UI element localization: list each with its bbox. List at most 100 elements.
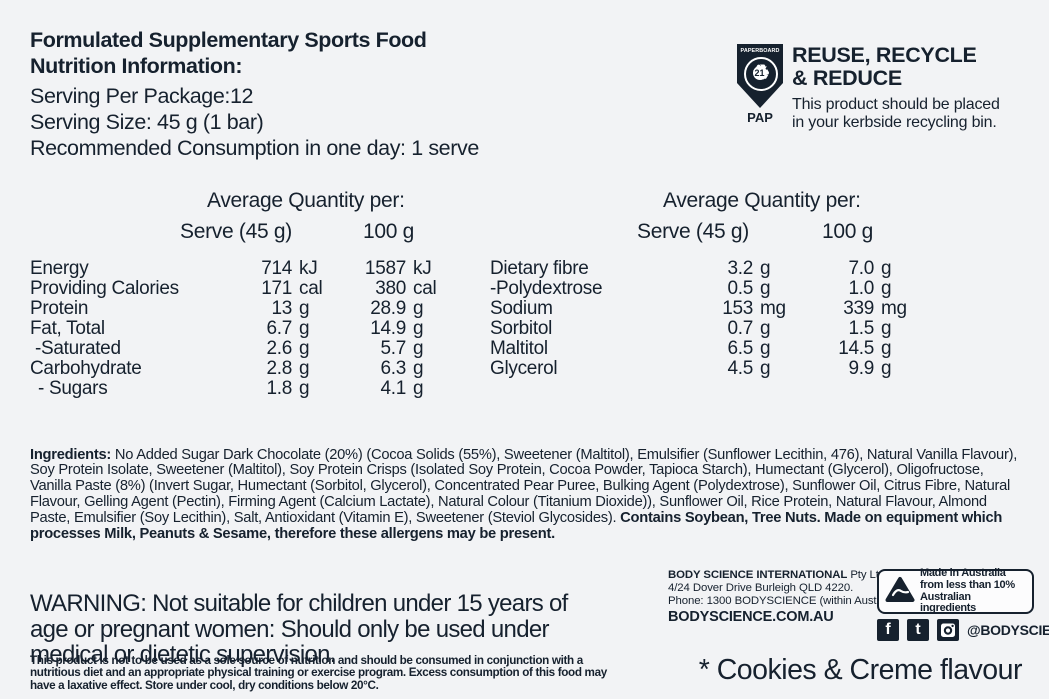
nutrient-name: Energy	[30, 258, 89, 279]
flavour-note: * Cookies & Creme flavour	[698, 654, 1023, 686]
nutrient-name: -Saturated	[35, 338, 121, 359]
per100-unit: g	[881, 318, 892, 339]
australian-made-text: Made in Australia from less than 10% Aus…	[920, 566, 1028, 615]
serve-value: 6.7	[266, 318, 292, 339]
serve-unit: g	[760, 278, 771, 299]
serve-unit: g	[299, 358, 310, 379]
per100-unit: g	[881, 258, 892, 279]
nutrient-name: Dietary fibre	[490, 258, 589, 279]
per100-value: 339	[843, 298, 874, 319]
per100-value: 380	[375, 278, 406, 299]
serve-value: 0.7	[727, 318, 753, 339]
per100-value: 4.1	[380, 378, 406, 399]
serve-unit: g	[299, 338, 310, 359]
nutrient-name: Glycerol	[490, 358, 558, 379]
social-handle: @BODYSCIENCE	[967, 622, 1049, 638]
serve-unit: kJ	[299, 258, 318, 279]
recycling-note: REUSE, RECYCLE & REDUCE This product sho…	[792, 44, 1000, 131]
nutrient-name: - Sugars	[38, 378, 108, 399]
serving-per-package: Serving Per Package:12	[30, 84, 254, 108]
serve-value: 3.2	[727, 258, 753, 279]
serve-unit: g	[299, 378, 310, 399]
serve-value: 0.5	[727, 278, 753, 299]
paperboard-label: PAPERBOARD	[740, 48, 780, 54]
serve-value: 714	[261, 258, 292, 279]
nutrient-name: Carbohydrate	[30, 358, 142, 379]
recycle-ring: ♻ 21	[744, 57, 778, 91]
serve-value: 153	[722, 298, 753, 319]
per100-value: 28.9	[370, 298, 406, 319]
per100-unit: cal	[413, 278, 437, 299]
nutrition-table-left: Energy 714 kJ 1587 kJ Providing Calories…	[30, 259, 451, 399]
serve-unit: g	[299, 318, 310, 339]
product-type-title: Formulated Supplementary Sports Food	[30, 28, 427, 52]
serve-column-header-left: Serve (45 g)	[180, 220, 292, 243]
warning-text: WARNING: Not suitable for children under…	[30, 590, 568, 668]
per100-value: 9.9	[848, 358, 874, 379]
nutrient-name: Protein	[30, 298, 89, 319]
nutrient-name: Fat, Total	[30, 318, 105, 339]
nutrient-name: Providing Calories	[30, 278, 179, 299]
serve-value: 2.6	[266, 338, 292, 359]
company-address: 4/24 Dover Drive Burleigh QLD 4220.	[668, 582, 854, 594]
recycle-code: 21	[752, 65, 767, 80]
ingredients-list: No Added Sugar Dark Chocolate (20%) (Coc…	[30, 446, 1018, 526]
per100-value: 14.9	[370, 318, 406, 339]
company-name: BODY SCIENCE INTERNATIONAL	[668, 569, 848, 581]
header-block: Formulated Supplementary Sports Food Nut…	[30, 27, 479, 161]
kerbside-note-line2: in your kerbside recycling bin.	[792, 113, 997, 131]
serving-size: Serving Size: 45 g (1 bar)	[30, 110, 264, 134]
serve-value: 1.8	[266, 378, 292, 399]
per100-unit: g	[881, 338, 892, 359]
australian-made-line1: Made in Australia	[920, 566, 1006, 579]
reuse-recycle-heading-line1: REUSE, RECYCLE	[792, 43, 977, 67]
nutrition-information-title: Nutrition Information:	[30, 54, 243, 78]
per100-unit: mg	[881, 298, 907, 319]
per100-unit: g	[413, 338, 424, 359]
nutrient-name: Maltitol	[490, 338, 548, 359]
avg-quantity-header-left: Average Quantity per:	[207, 189, 405, 212]
reuse-recycle-heading-line2: & REDUCE	[792, 66, 902, 90]
per100-value: 7.0	[848, 258, 874, 279]
serve-value: 2.8	[266, 358, 292, 379]
per100-unit: g	[413, 358, 424, 379]
serve-value: 4.5	[727, 358, 753, 379]
pap-recycling-badge: PAPERBOARD ♻ 21	[737, 44, 783, 108]
serve-unit: cal	[299, 278, 323, 299]
serve-value: 6.5	[727, 338, 753, 359]
per100-value: 1.0	[848, 278, 874, 299]
per100-unit: g	[881, 358, 892, 379]
per100-unit: g	[413, 318, 424, 339]
serve-unit: g	[760, 318, 771, 339]
serve-unit: g	[760, 358, 771, 379]
company-block: BODY SCIENCE INTERNATIONAL Pty Ltd. 4/24…	[668, 569, 904, 624]
nutrition-table-right: Dietary fibre 3.2 g 7.0 g -Polydextrose …	[490, 259, 919, 379]
nutrient-name: Sodium	[490, 298, 553, 319]
ingredients-label: Ingredients:	[30, 446, 112, 463]
per100-unit: g	[881, 278, 892, 299]
serve-unit: g	[760, 258, 771, 279]
kerbside-note: This product should be placed in your ke…	[792, 96, 1000, 131]
per100-column-header-left: 100 g	[363, 220, 415, 243]
ingredients-paragraph: Ingredients: No Added Sugar Dark Chocola…	[30, 446, 1022, 543]
australian-made-line2: from less than 10%	[920, 578, 1015, 591]
per100-column-header-right: 100 g	[822, 220, 874, 243]
serve-unit: g	[299, 298, 310, 319]
facebook-icon: f	[877, 619, 899, 641]
australian-made-line3: Australian ingredients	[920, 590, 976, 615]
recommended-consumption: Recommended Consumption in one day: 1 se…	[30, 136, 479, 160]
per100-value: 1.5	[848, 318, 874, 339]
per100-unit: g	[413, 378, 424, 399]
pap-label: PAP	[747, 110, 773, 125]
australian-made-icon	[885, 576, 915, 608]
social-row: f t @BODYSCIENCE	[877, 619, 1049, 641]
per100-value: 5.7	[380, 338, 406, 359]
serve-unit: mg	[760, 298, 786, 319]
per100-unit: kJ	[413, 258, 432, 279]
company-website: BODYSCIENCE.COM.AU	[668, 609, 834, 625]
serve-value: 171	[261, 278, 292, 299]
disclaimer-text: This product is not to be used as a sole…	[30, 653, 607, 693]
nutrient-name: -Polydextrose	[490, 278, 603, 299]
per100-value: 6.3	[380, 358, 406, 379]
